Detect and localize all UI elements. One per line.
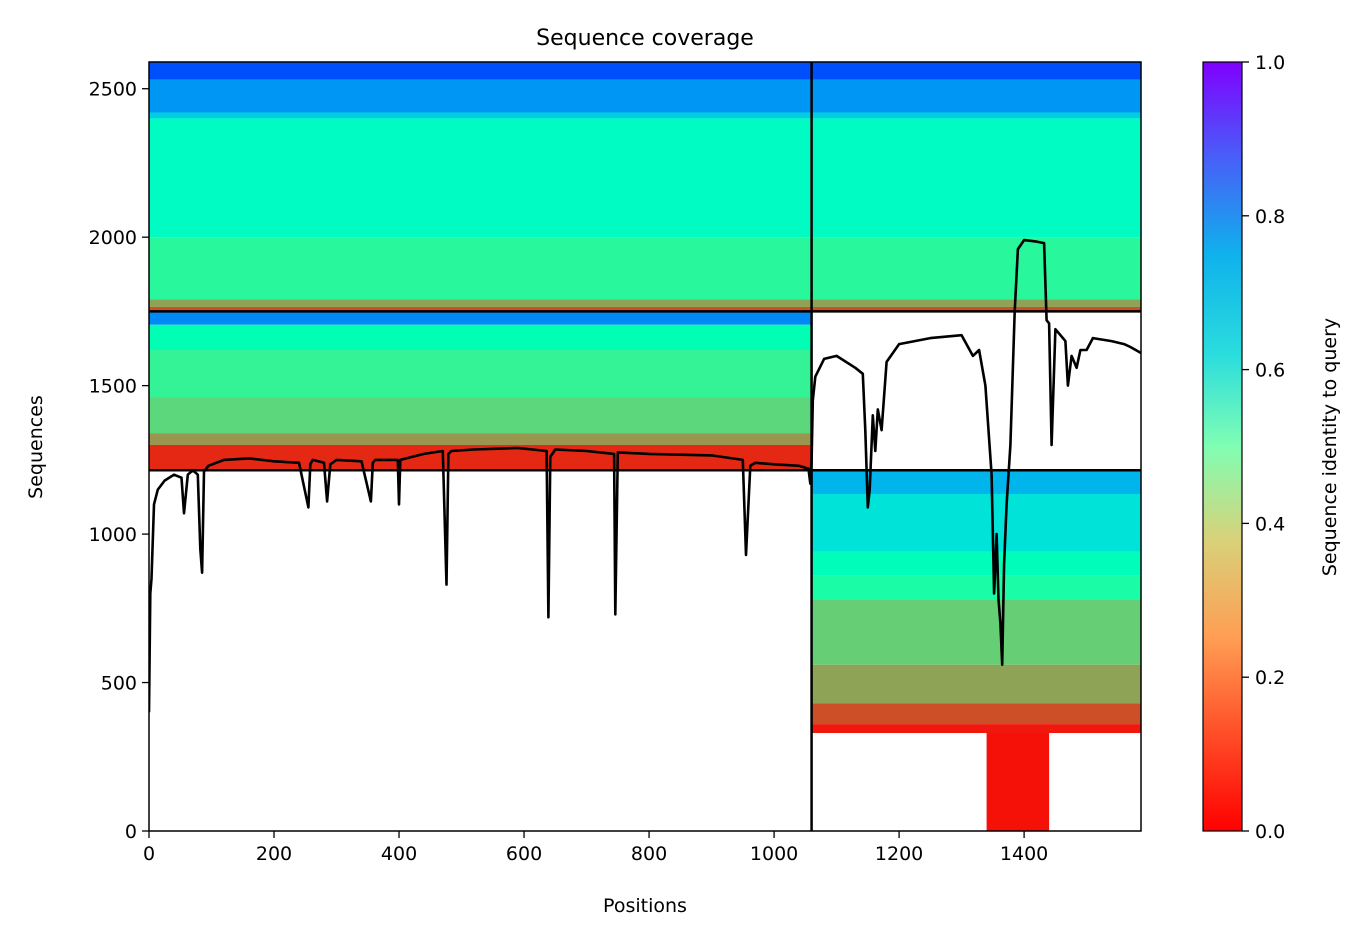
heatmap-band	[811, 664, 1141, 704]
x-tick-label: 200	[256, 843, 292, 865]
y-tick-label: 500	[101, 673, 137, 695]
colorbar-tick-label: 0.0	[1255, 821, 1285, 843]
heatmap-band	[149, 433, 812, 446]
heatmap-band	[986, 733, 1050, 831]
colorbar-ticks: 0.0 0.2 0.4 0.6 0.8 1.0	[1242, 52, 1285, 843]
plot-area	[148, 61, 1142, 832]
x-axis: 0 200 400 600 800 1000 1200 1400	[143, 831, 1048, 865]
heatmap-band	[811, 118, 1141, 238]
y-axis: 0 500 1000 1500 2000 2500	[89, 79, 149, 843]
heatmap-band	[811, 724, 1141, 734]
x-tick-label: 1000	[750, 843, 798, 865]
colorbar-tick-label: 0.2	[1255, 667, 1285, 689]
heatmap-band	[149, 350, 812, 398]
heatmap-band	[149, 118, 812, 238]
heatmap-band	[149, 79, 812, 113]
colorbar-label: Sequence identity to query	[1319, 318, 1341, 576]
heatmap-band	[149, 306, 812, 312]
colorbar-tick-label: 0.8	[1255, 206, 1285, 228]
heatmap-band	[811, 551, 1141, 576]
heatmap-band	[811, 299, 1141, 307]
colorbar-gradient	[1202, 61, 1243, 832]
chart-title: Sequence coverage	[536, 26, 754, 51]
heatmap-band	[149, 397, 812, 434]
heatmap-band	[811, 575, 1141, 600]
heatmap-band	[149, 237, 812, 300]
x-tick-label: 1400	[1000, 843, 1048, 865]
y-tick-label: 1000	[89, 524, 137, 546]
heatmap-band	[811, 494, 1141, 552]
y-tick-label: 2500	[89, 79, 137, 101]
colorbar-tick-label: 0.4	[1255, 513, 1285, 535]
heatmap-band	[811, 79, 1141, 113]
heatmap-band	[149, 299, 812, 307]
heatmap-band	[811, 306, 1141, 312]
x-axis-label: Positions	[603, 895, 687, 917]
y-tick-label: 1500	[89, 376, 137, 398]
y-tick-label: 0	[125, 821, 137, 843]
heatmap-band	[811, 112, 1141, 119]
colorbar-tick-label: 1.0	[1255, 52, 1285, 74]
x-tick-label: 800	[631, 843, 667, 865]
colorbar: 0.0 0.2 0.4 0.6 0.8 1.0 Sequence identity to …	[1202, 52, 1341, 843]
x-tick-label: 1200	[875, 843, 923, 865]
heatmap-layer	[149, 62, 1141, 831]
coverage-layer	[149, 238, 1141, 713]
heatmap-band	[149, 311, 812, 325]
heatmap-band	[811, 599, 1141, 665]
heatmap-band	[149, 112, 812, 119]
plot-frame	[148, 61, 1142, 832]
heatmap-band	[149, 324, 812, 351]
heatmap-band	[811, 470, 1141, 495]
colorbar-tick-label: 0.6	[1255, 360, 1285, 382]
heatmap-band	[811, 62, 1141, 80]
x-tick-label: 600	[506, 843, 542, 865]
heatmap-band	[149, 62, 812, 80]
y-tick-label: 2000	[89, 227, 137, 249]
x-tick-label: 0	[143, 843, 155, 865]
x-tick-label: 400	[381, 843, 417, 865]
y-axis-label: Sequences	[25, 395, 47, 499]
heatmap-band	[811, 703, 1141, 725]
coverage-line	[149, 238, 1141, 713]
heatmap-band	[811, 237, 1141, 300]
